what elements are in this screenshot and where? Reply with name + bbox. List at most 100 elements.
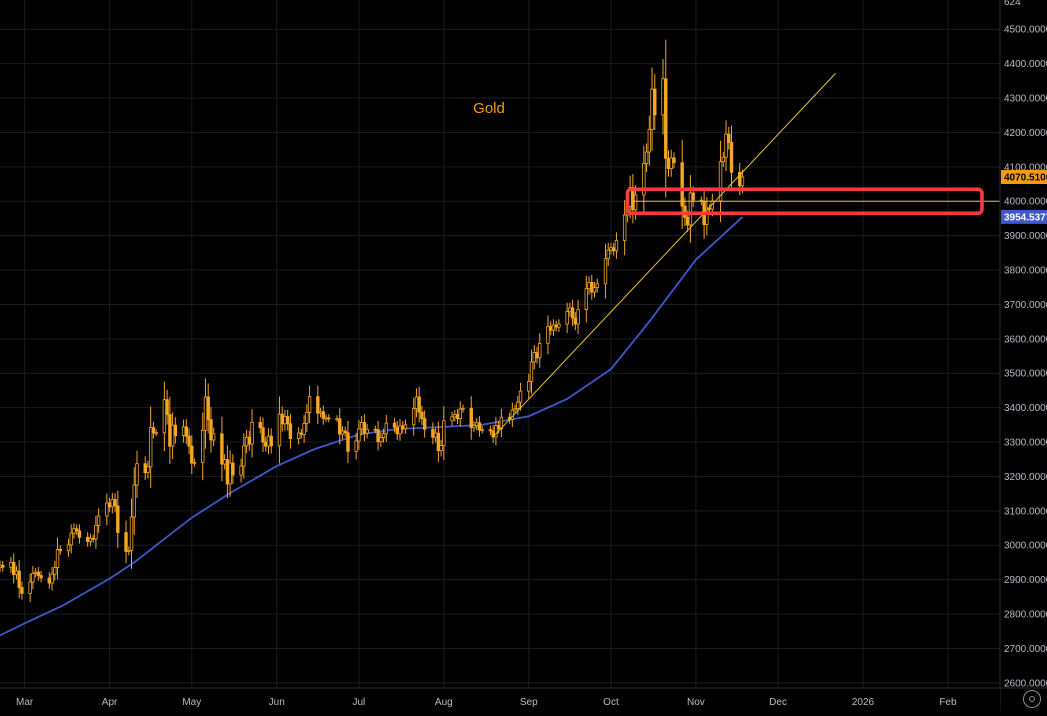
time-axis-bg: [0, 688, 1000, 711]
candle-body: [401, 425, 405, 430]
time-tick-label: Nov: [687, 697, 705, 708]
price-tick-label: 4300.0000: [1004, 94, 1047, 105]
settings-gear-icon[interactable]: [1023, 690, 1041, 708]
candle-body: [107, 502, 112, 508]
candle-body: [190, 445, 194, 464]
candle-body: [611, 247, 616, 252]
candle-body: [305, 412, 309, 424]
candle-body: [450, 416, 454, 422]
candle-body: [669, 157, 673, 169]
highlight-box: [625, 187, 984, 216]
price-tick-label: 3100.0000: [1004, 506, 1047, 517]
candle-body: [376, 429, 380, 443]
candle-body: [154, 432, 158, 435]
candle-body: [146, 466, 150, 474]
candle-body: [302, 423, 306, 435]
candle-body: [181, 426, 186, 436]
candle-body: [417, 396, 421, 413]
candle-body: [688, 192, 693, 226]
candle-body: [705, 207, 709, 226]
candle-body: [565, 311, 569, 325]
candle-body: [513, 408, 517, 411]
candle-body: [338, 418, 342, 435]
candle-body: [132, 484, 136, 518]
candle-body: [362, 422, 367, 434]
candle-body: [116, 505, 120, 533]
candle-body: [477, 422, 482, 431]
candle-body: [296, 432, 301, 440]
candle-body: [36, 571, 41, 576]
price-tick-label: 3900.0000: [1004, 231, 1047, 242]
candle-body: [201, 429, 205, 463]
candle-body: [85, 536, 90, 542]
candle-body: [469, 407, 473, 428]
time-tick-label: Dec: [769, 697, 787, 708]
candle-body: [570, 307, 575, 319]
time-tick-label: 2026: [852, 697, 875, 708]
candle-body: [584, 288, 589, 310]
time-tick-label: Apr: [102, 697, 118, 708]
time-tick-label: Jun: [269, 697, 285, 708]
candle-body: [318, 411, 323, 414]
candle-body: [633, 194, 638, 211]
candle-body: [546, 326, 550, 344]
candle-body: [403, 424, 408, 430]
candle-body: [395, 426, 399, 435]
candle-body: [420, 411, 424, 420]
candle-body: [644, 151, 649, 164]
time-tick-label: Feb: [939, 697, 957, 708]
candle-body: [299, 432, 304, 435]
candle-body: [316, 396, 320, 414]
time-axis[interactable]: Mar Apr May Jun Jul Aug Sep Oct Nov Dec 2026 Feb: [0, 687, 1047, 711]
candle-body: [69, 532, 73, 546]
chart-title: Gold: [473, 100, 505, 117]
candle-body: [165, 399, 169, 415]
candle-body: [143, 463, 147, 474]
candle-body: [129, 516, 134, 551]
price-tick-label: 3400.0000: [1004, 403, 1047, 414]
time-tick-label: Sep: [520, 697, 538, 708]
candle-body: [650, 88, 654, 130]
time-tick-label: Oct: [603, 697, 619, 708]
candle-body: [346, 432, 350, 452]
time-tick-label: Jul: [353, 697, 366, 708]
candle-body: [283, 416, 287, 425]
candle-body: [622, 214, 627, 241]
candle-body: [258, 422, 262, 428]
candle-body: [96, 515, 101, 526]
candle-body: [261, 427, 265, 443]
candle-body: [365, 428, 369, 434]
candle-body: [724, 133, 728, 158]
candle-body: [247, 436, 252, 445]
candle-body: [557, 323, 561, 328]
candle-body: [442, 420, 446, 446]
candle-body: [685, 217, 690, 226]
candle-body: [439, 445, 443, 452]
candle-body: [222, 459, 227, 465]
candle-body: [480, 429, 484, 432]
candle-body: [110, 499, 115, 508]
candle-body: [359, 422, 364, 430]
candle-body: [220, 433, 224, 465]
candle-body: [529, 361, 534, 382]
candle-body: [187, 435, 191, 447]
candle-body: [422, 418, 427, 430]
candle-body: [20, 587, 24, 594]
price-tick-label: 3000.0000: [1004, 541, 1047, 552]
candle-body: [127, 550, 131, 552]
candle-body: [192, 461, 197, 464]
candle-body: [573, 317, 578, 325]
candle-body: [433, 432, 438, 438]
candle-body: [47, 577, 52, 584]
price-axis[interactable]: 624 4500.0000 4400.0000 4300.0000 4200.0000 4…: [999, 0, 1047, 711]
candle-body: [614, 240, 619, 252]
candle-body: [592, 287, 597, 293]
candle-body: [151, 427, 156, 434]
candle-body: [603, 258, 608, 285]
candle-body: [729, 142, 734, 173]
candle-body: [1, 564, 5, 568]
candle-body: [228, 462, 232, 485]
candle-body: [285, 416, 290, 425]
